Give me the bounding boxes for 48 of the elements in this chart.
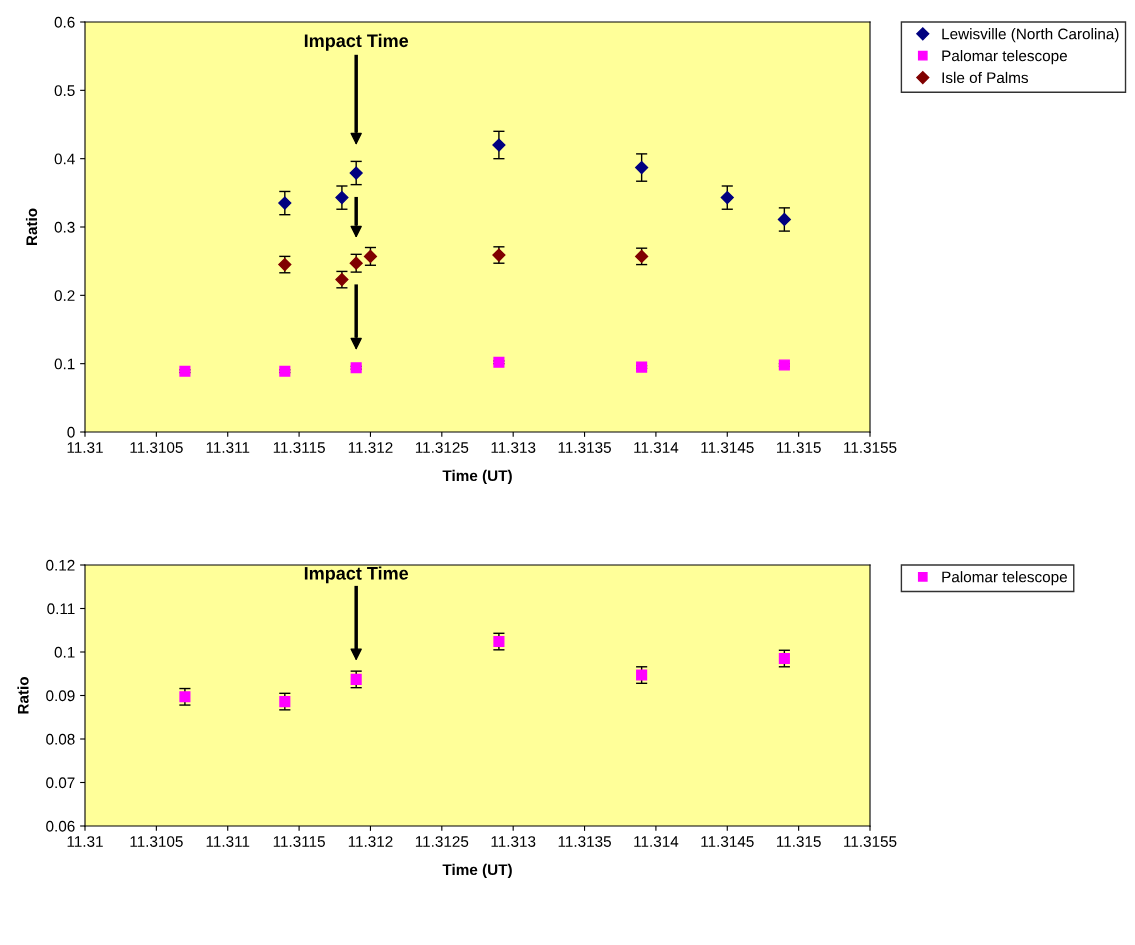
x-tick-label: 11.3115 [273, 836, 325, 847]
x-tick-label: 11.31 [67, 836, 103, 847]
y-tick-label: 0.12 [46, 559, 75, 571]
x-tick-label: 11.3135 [558, 442, 611, 453]
ref-line-label: Impact Time [304, 33, 409, 51]
x-tick-label: 11.312 [348, 442, 393, 453]
x-tick-label: 11.315 [777, 836, 821, 847]
legend-label: Palomar telescope [942, 571, 1067, 586]
y-tick-label: 0.1 [54, 646, 75, 658]
y-tick-label: 0.2 [54, 290, 75, 302]
y-tick-label: 0.5 [54, 85, 75, 97]
y-tick-label: 0.6 [54, 16, 75, 28]
y-tick-label: 0 [67, 426, 75, 438]
y-tick-label: 0.09 [46, 690, 75, 702]
y-tick-label: 0.1 [54, 358, 75, 370]
x-tick-label: 11.312 [348, 836, 393, 847]
x-tick-label: 11.31 [67, 442, 103, 453]
y-tick-label: 0.06 [46, 820, 75, 832]
x-tick-label: 11.3125 [415, 442, 469, 453]
x-tick-label: 11.313 [491, 442, 536, 453]
y-tick-label: 0.08 [46, 733, 75, 745]
x-tick-label: 11.3105 [130, 836, 183, 847]
x-tick-label: 11.314 [634, 442, 679, 453]
y-tick-label: 0.11 [47, 603, 75, 615]
x-tick-label: 11.3135 [558, 836, 611, 847]
x-tick-label: 11.3145 [701, 442, 754, 453]
y-axis-title: Ratio [17, 677, 29, 714]
y-tick-label: 0.07 [46, 777, 75, 789]
x-tick-label: 11.3105 [130, 442, 183, 453]
y-tick-label: 0.3 [54, 221, 75, 233]
y-tick-label: 0.4 [54, 153, 75, 165]
x-tick-label: 11.311 [206, 442, 250, 453]
y-axis-title: Ratio [25, 208, 38, 246]
x-tick-label: 11.3155 [844, 442, 897, 453]
x-tick-label: 11.3125 [415, 836, 469, 847]
legend-label: Palomar telescope [942, 49, 1067, 65]
x-tick-label: 11.3115 [273, 442, 325, 453]
x-tick-label: 11.3145 [701, 836, 754, 847]
x-tick-label: 11.3155 [844, 836, 897, 847]
x-tick-label: 11.313 [491, 836, 536, 847]
x-axis-title: Time (UT) [442, 469, 512, 485]
x-tick-label: 11.315 [777, 442, 821, 453]
ref-line-label: Impact Time [304, 566, 409, 584]
legend-label: Isle of Palms [942, 71, 1029, 84]
legend-label: Lewisville (North Carolina) [942, 28, 1119, 43]
x-axis-title: Time (UT) [442, 863, 512, 879]
x-tick-label: 11.314 [634, 836, 679, 847]
x-tick-label: 11.311 [206, 836, 250, 847]
